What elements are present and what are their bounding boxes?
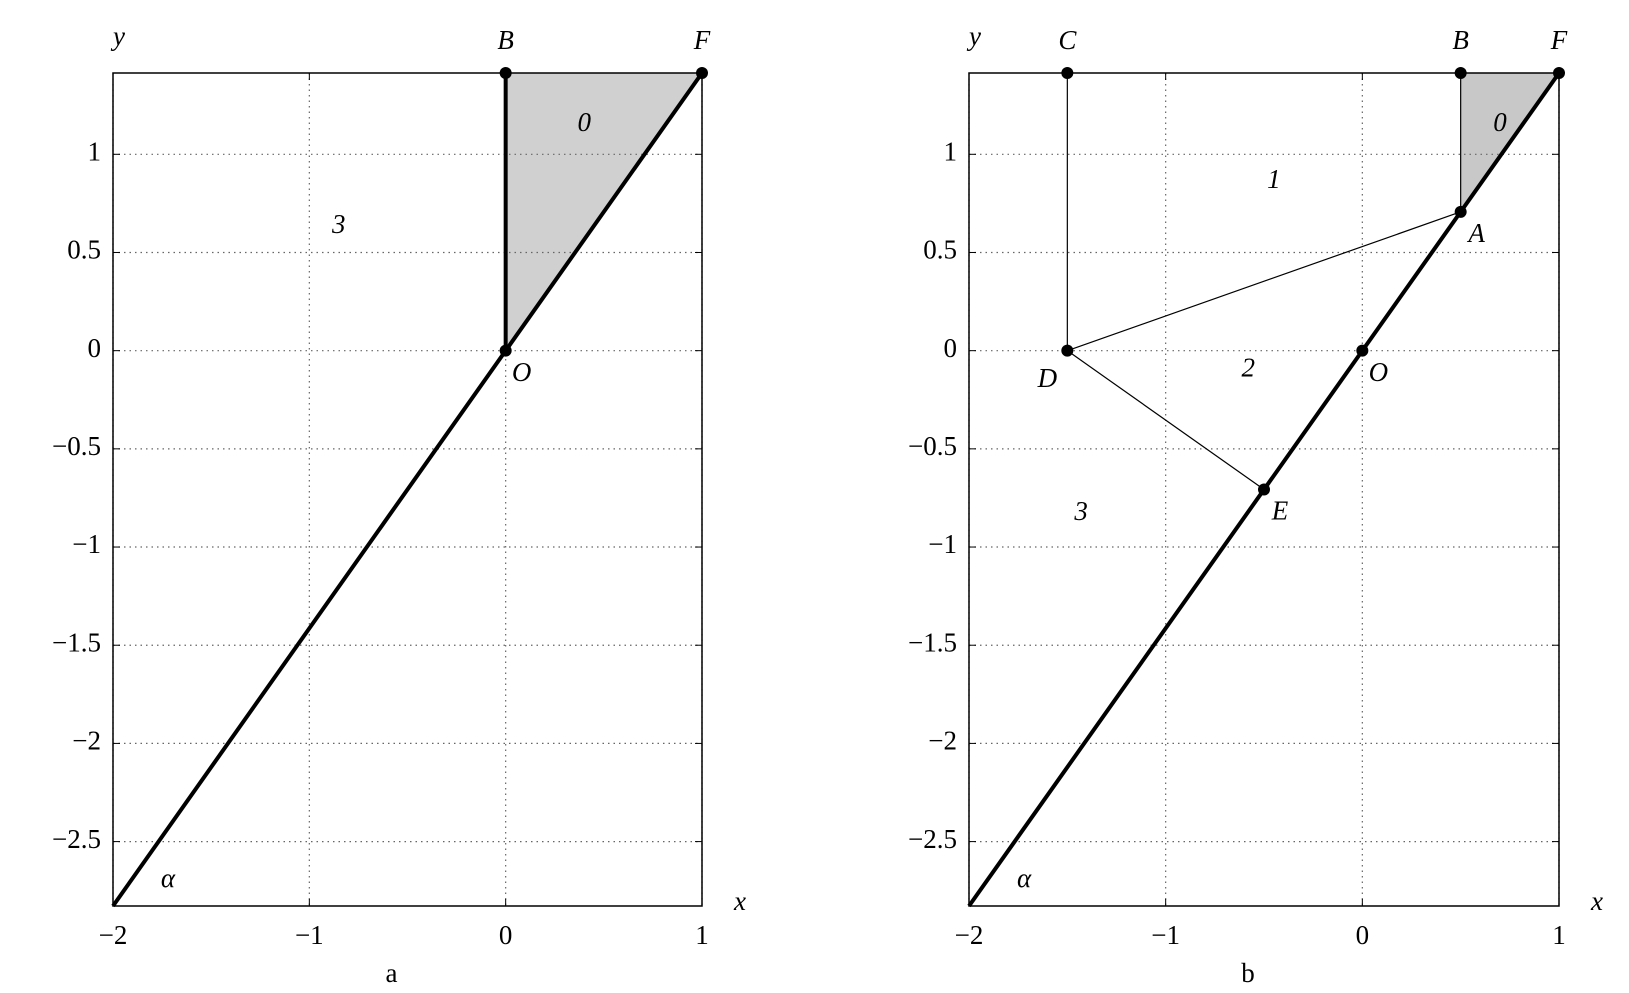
point-label: A — [1466, 218, 1485, 248]
x-tick-label: −1 — [295, 920, 324, 950]
y-tick-label: −0.5 — [908, 431, 957, 461]
point-label: D — [1037, 363, 1058, 393]
point-label: O — [512, 357, 532, 387]
plot-frame — [112, 72, 703, 907]
region-label: 0 — [577, 107, 591, 137]
y-tick-label: 1 — [944, 137, 958, 167]
y-tick-label: −1 — [928, 529, 957, 559]
point — [1061, 344, 1074, 357]
y-tick-label: −2.5 — [908, 824, 957, 854]
y-tick-label: 0.5 — [67, 235, 101, 265]
x-tick-label: 0 — [1356, 920, 1370, 950]
point — [1061, 67, 1074, 79]
y-tick-label: −2.5 — [52, 824, 101, 854]
region-label: 0 — [1493, 107, 1507, 137]
point-label: O — [1369, 357, 1389, 387]
region-label: 1 — [1267, 164, 1281, 194]
segment — [1067, 211, 1461, 352]
y-tick-label: 0 — [88, 333, 102, 363]
region-label: α — [1017, 863, 1032, 893]
y-tick-label: 0.5 — [923, 235, 957, 265]
segment — [1066, 350, 1265, 490]
point-label: F — [693, 25, 711, 55]
plot-frame — [968, 72, 1560, 907]
point — [696, 67, 708, 79]
point-label: F — [1550, 25, 1568, 55]
y-tick-label: −0.5 — [52, 431, 101, 461]
x-tick-label: 1 — [1552, 920, 1566, 950]
y-axis-label: y — [966, 21, 981, 51]
y-tick-label: −2 — [928, 726, 957, 756]
y-tick-label: −1.5 — [52, 627, 101, 657]
y-tick-label: −1.5 — [908, 627, 957, 657]
y-axis-label: y — [110, 21, 125, 51]
region-label: α — [161, 863, 176, 893]
point-label: B — [497, 25, 514, 55]
region-label: 3 — [1073, 496, 1088, 526]
point-label: C — [1058, 25, 1077, 55]
y-tick-label: 0 — [944, 333, 958, 363]
x-axis-label: x — [733, 886, 746, 916]
point — [499, 67, 512, 79]
point — [499, 344, 512, 357]
point — [1258, 483, 1270, 496]
caption: a — [386, 958, 398, 988]
region-label: 3 — [331, 209, 346, 239]
point — [1553, 67, 1565, 79]
segment — [111, 71, 704, 908]
point — [1454, 67, 1467, 79]
y-tick-label: 1 — [88, 137, 102, 167]
point — [1356, 344, 1369, 357]
point-label: E — [1271, 496, 1289, 526]
x-tick-label: 0 — [499, 920, 513, 950]
point — [1454, 205, 1467, 218]
y-tick-label: −2 — [72, 726, 101, 756]
caption: b — [1241, 958, 1255, 988]
x-tick-label: −1 — [1151, 920, 1180, 950]
y-tick-label: −1 — [72, 529, 101, 559]
point-label: B — [1452, 25, 1469, 55]
x-tick-label: −2 — [99, 920, 128, 950]
x-tick-label: 1 — [695, 920, 709, 950]
x-tick-label: −2 — [955, 920, 984, 950]
x-axis-label: x — [1590, 886, 1603, 916]
region-label: 2 — [1242, 353, 1256, 383]
